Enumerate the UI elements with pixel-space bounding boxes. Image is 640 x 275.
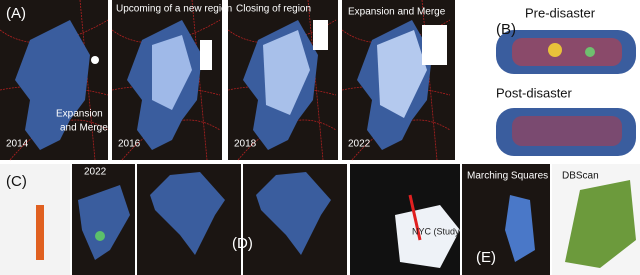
panel-b: Pre-disaster Post-disaster (B) [490, 4, 640, 156]
annotation: and Merge [60, 123, 108, 134]
panel-label: (C) [6, 173, 27, 190]
region [78, 185, 130, 260]
year: 2022 [348, 139, 371, 150]
caption: Pre-disaster [525, 5, 596, 20]
region [395, 205, 460, 268]
annotation: Expansion [56, 109, 103, 120]
annotation: Expansion and Merge [348, 7, 446, 18]
label: NYC (Study region) [412, 226, 490, 236]
panel-label: (D) [232, 235, 253, 252]
annotation: Closing of region [236, 4, 311, 15]
panel-e: Marching Squares DBScan (E) [462, 164, 640, 275]
region-bright [152, 35, 192, 110]
region [505, 195, 535, 262]
year: 2022 [84, 167, 107, 178]
panel-a: (A) Upcoming of a new region Closing of … [0, 0, 455, 161]
year: 2018 [234, 139, 257, 150]
year: 2014 [6, 139, 29, 150]
panel-nyc: NYC (Study region) [350, 164, 490, 275]
caption: DBScan [562, 171, 599, 182]
sidebar [0, 164, 70, 275]
map-bg [462, 164, 550, 275]
panel-label: (B) [496, 21, 516, 38]
legend-swatches [36, 205, 44, 260]
map-2018 [227, 0, 338, 161]
panel-c: (C) 2022 [0, 164, 135, 275]
arrow [408, 194, 422, 241]
caption: Marching Squares [467, 171, 548, 182]
map-2022 [341, 0, 455, 161]
panel-label: (E) [476, 249, 496, 266]
annotation: Upcoming of a new region [116, 4, 232, 15]
heat-spot [95, 231, 105, 241]
panel-label: (A) [6, 5, 26, 22]
blob [313, 20, 328, 50]
map-2016 [111, 0, 222, 161]
region-bright [263, 30, 310, 115]
year: 2016 [118, 139, 141, 150]
clusters [565, 180, 636, 268]
map-2014 [0, 0, 109, 161]
heat [512, 38, 622, 66]
region [150, 172, 225, 255]
panel-d: (D) [137, 164, 347, 275]
blob [200, 40, 212, 70]
heat-spot [548, 43, 562, 57]
heat-spot [585, 47, 595, 57]
region [256, 172, 331, 255]
region-bright [377, 30, 427, 118]
blob [91, 56, 99, 64]
caption: Post-disaster [496, 85, 573, 100]
heat [512, 116, 622, 146]
blob [422, 25, 447, 65]
